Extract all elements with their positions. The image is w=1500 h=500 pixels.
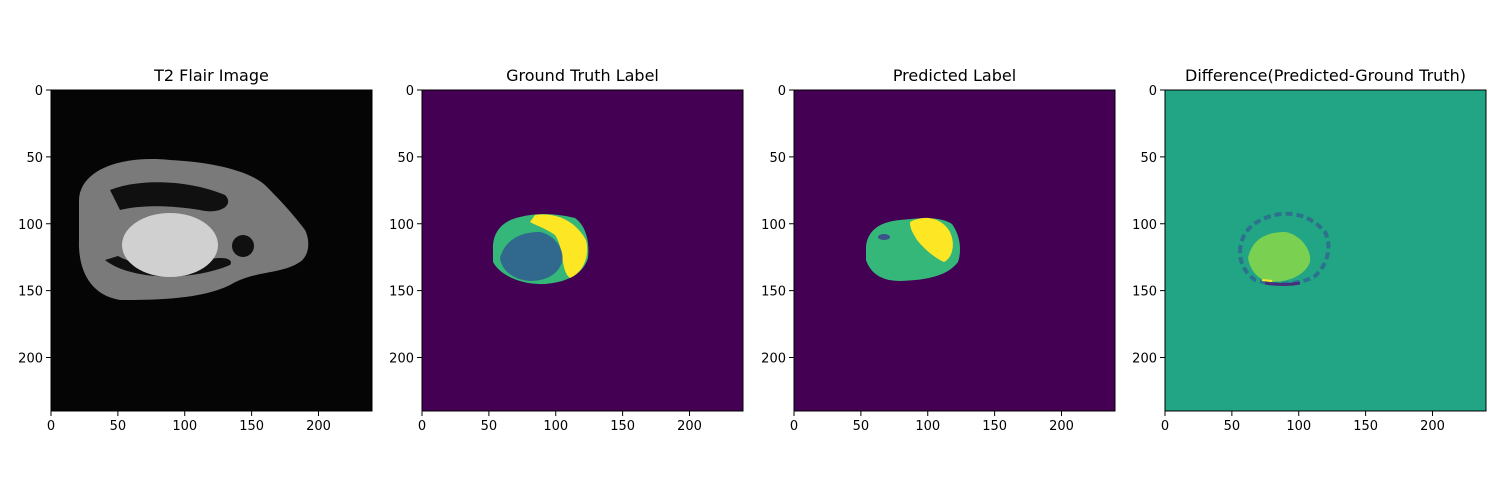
x-tick-label: 200 [677, 419, 702, 434]
y-tick-label: 150 [761, 285, 786, 300]
ventricle-lower [105, 256, 231, 277]
dark-spot [232, 235, 254, 257]
ventricle-upper [110, 182, 229, 212]
y-tick-label: 0 [406, 84, 414, 99]
x-tick-label: 50 [481, 419, 498, 434]
y-tick-label: 200 [18, 352, 43, 367]
y-tick-label: 200 [1132, 352, 1157, 367]
boundary-ring [1237, 211, 1331, 286]
image-content [492, 214, 589, 285]
positive-difference-region [1248, 232, 1311, 282]
y-tick-label: 0 [778, 84, 786, 99]
y-tick-label: 0 [1149, 84, 1157, 99]
tumor-bright-region [122, 213, 218, 277]
x-tick-label: 50 [1224, 419, 1241, 434]
y-tick-label: 150 [389, 285, 414, 300]
x-tick-label: 0 [790, 419, 798, 434]
x-tick-label: 100 [915, 419, 940, 434]
y-tick-label: 50 [397, 151, 414, 166]
x-tick-label: 150 [1353, 419, 1378, 434]
panel-2: Ground Truth Label 0 50 100 150 200 0 50 100 150 2… [389, 66, 744, 434]
panel-1: T2 Flair Image 0 50 100 150 200 0 50 100 150 200 [18, 66, 373, 434]
y-tick-label: 150 [18, 285, 43, 300]
image-content [78, 159, 309, 300]
image-content [1237, 211, 1331, 286]
image-background [1165, 90, 1486, 411]
y-tick-label: 50 [1140, 151, 1157, 166]
y-tick-label: 0 [35, 84, 43, 99]
x-tick-label: 150 [239, 419, 264, 434]
x-tick-label: 150 [610, 419, 635, 434]
yellow-edge [1261, 279, 1273, 282]
y-tick-label: 100 [18, 218, 43, 233]
axes-frame [1164, 89, 1487, 412]
y-tick-label: 100 [761, 218, 786, 233]
panel-4: Difference(Predicted-Ground Truth) 0 50 100… [1132, 66, 1487, 434]
enhancing-region [910, 217, 953, 262]
y-tick-label: 100 [1132, 218, 1157, 233]
x-tick-label: 100 [172, 419, 197, 434]
negative-edge [1264, 281, 1301, 286]
axes-frame [50, 89, 373, 412]
y-tick-label: 100 [389, 218, 414, 233]
y-tick-label: 200 [389, 352, 414, 367]
x-tick-label: 200 [1420, 419, 1445, 434]
axes-frame [793, 89, 1116, 412]
axes-frame [421, 89, 744, 412]
x-tick-label: 50 [853, 419, 870, 434]
panel-title: T2 Flair Image [153, 66, 269, 85]
panel-3: Predicted Label 0 50 100 150 200 0 50 100 150 200 [761, 66, 1116, 434]
y-tick-label: 50 [769, 151, 786, 166]
y-tick-label: 200 [761, 352, 786, 367]
panel-title: Difference(Predicted-Ground Truth) [1185, 66, 1466, 85]
y-tick-label: 150 [1132, 285, 1157, 300]
x-tick-label: 200 [1049, 419, 1074, 434]
x-tick-label: 0 [1161, 419, 1169, 434]
x-tick-label: 100 [543, 419, 568, 434]
core-region [500, 232, 563, 281]
enhancing-region [530, 214, 588, 278]
x-tick-label: 200 [306, 419, 331, 434]
y-tick-label: 50 [26, 151, 43, 166]
x-tick-label: 100 [1286, 419, 1311, 434]
x-tick-label: 150 [982, 419, 1007, 434]
panel-title: Predicted Label [893, 66, 1016, 85]
x-tick-label: 0 [47, 419, 55, 434]
x-tick-label: 0 [418, 419, 426, 434]
small-spot [878, 234, 890, 240]
panel-title: Ground Truth Label [506, 66, 659, 85]
x-tick-label: 50 [110, 419, 127, 434]
image-content [866, 217, 960, 281]
